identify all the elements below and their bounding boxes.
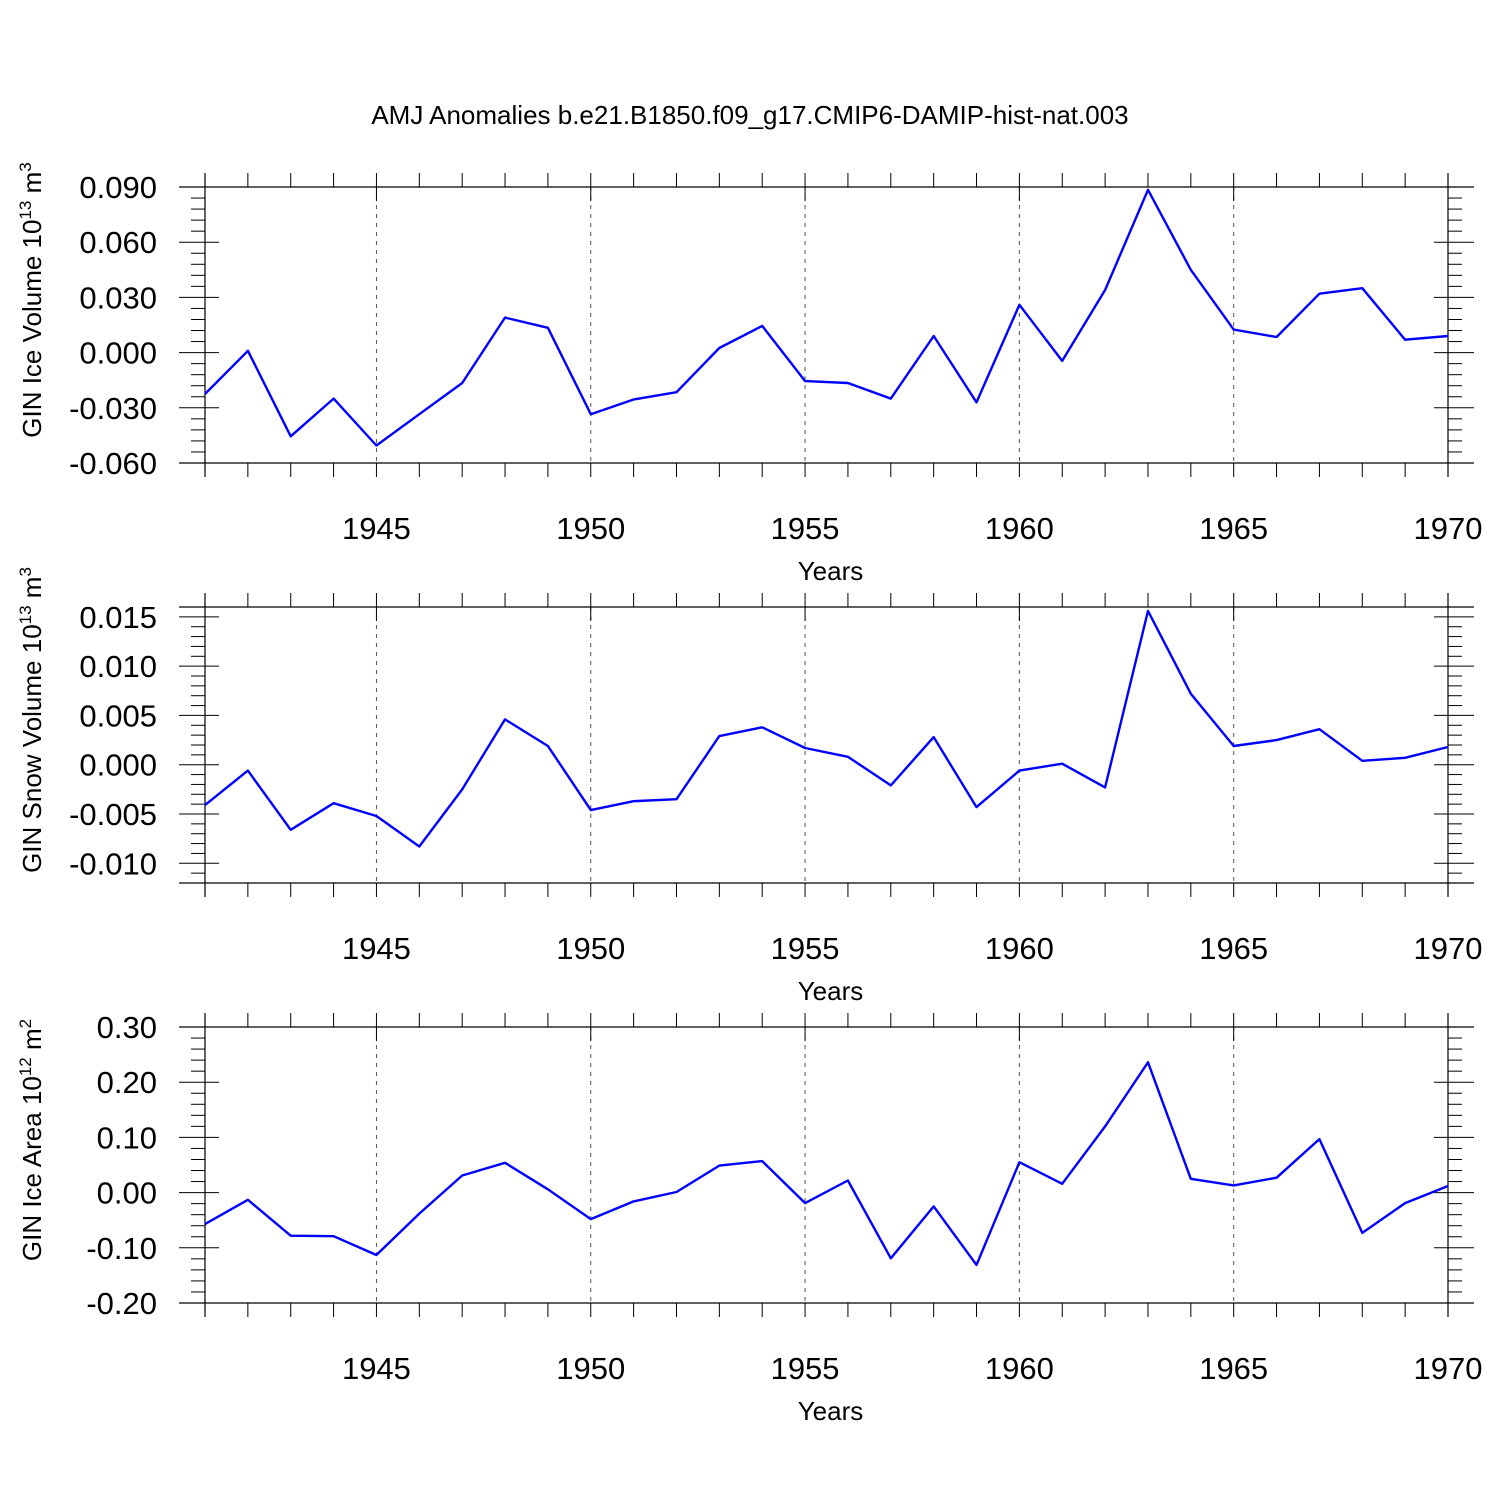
y-tick-label: 0.060 <box>79 225 157 260</box>
y-tick-label: 0.10 <box>97 1120 157 1155</box>
y-axis-label: GIN Snow Volume 1013 m3 <box>16 567 47 873</box>
y-tick-label: 0.015 <box>79 600 157 635</box>
y-tick-label: 0.20 <box>97 1065 157 1100</box>
x-tick-label: 1965 <box>1199 1351 1268 1386</box>
x-tick-label: 1950 <box>556 931 625 966</box>
y-tick-label: 0.00 <box>97 1176 157 1211</box>
x-tick-label: 1965 <box>1199 931 1268 966</box>
x-tick-label: 1945 <box>342 931 411 966</box>
x-axis-label: Years <box>798 556 864 586</box>
x-tick-label: 1965 <box>1199 511 1268 546</box>
x-tick-label: 1970 <box>1414 1351 1483 1386</box>
y-tick-label: 0.30 <box>97 1010 157 1045</box>
y-tick-label: 0.000 <box>79 336 157 371</box>
y-tick-label: -0.20 <box>86 1286 157 1321</box>
series-line <box>204 1061 1449 1267</box>
chart-title: AMJ Anomalies b.e21.B1850.f09_g17.CMIP6-… <box>371 100 1128 130</box>
x-tick-label: 1960 <box>985 511 1054 546</box>
y-tick-label: 0.000 <box>79 748 157 783</box>
y-tick-label: -0.030 <box>69 391 157 426</box>
x-tick-label: 1960 <box>985 931 1054 966</box>
x-tick-label: 1950 <box>556 1351 625 1386</box>
x-tick-label: 1945 <box>342 1351 411 1386</box>
x-tick-label: 1970 <box>1414 511 1483 546</box>
panel-3: -0.20 -0.10 0.00 0.10 0.20 0.30 1945 1950 1955 19… <box>16 1010 1482 1426</box>
panel-1: -0.060 -0.030 0.000 0.030 0.060 0.090 1945 1950… <box>16 162 1482 586</box>
y-tick-label: 0.030 <box>79 280 157 315</box>
y-tick-label: -0.010 <box>69 846 157 881</box>
x-tick-label: 1960 <box>985 1351 1054 1386</box>
y-tick-label: 0.090 <box>79 170 157 205</box>
series-line <box>204 188 1449 447</box>
x-tick-label: 1955 <box>771 931 840 966</box>
x-tick-label: 1955 <box>771 511 840 546</box>
y-axis-label: GIN Ice Volume 1013 m3 <box>16 162 47 438</box>
panels-group: -0.060 -0.030 0.000 0.030 0.060 0.090 1945 1950… <box>16 162 1482 1426</box>
x-tick-label: 1955 <box>771 1351 840 1386</box>
series-line <box>204 609 1449 848</box>
y-tick-label: -0.060 <box>69 446 157 481</box>
y-tick-label: 0.005 <box>79 698 157 733</box>
x-axis-label: Years <box>798 976 864 1006</box>
x-tick-label: 1970 <box>1414 931 1483 966</box>
y-tick-label: -0.005 <box>69 797 157 832</box>
x-axis-label: Years <box>798 1396 864 1426</box>
y-tick-label: 0.010 <box>79 649 157 684</box>
x-tick-label: 1950 <box>556 511 625 546</box>
y-tick-label: -0.10 <box>86 1231 157 1266</box>
x-tick-label: 1945 <box>342 511 411 546</box>
y-axis-label: GIN Ice Area 1012 m2 <box>16 1019 47 1261</box>
panel-2: -0.010 -0.005 0.000 0.005 0.010 0.015 1945 1950… <box>16 567 1482 1006</box>
